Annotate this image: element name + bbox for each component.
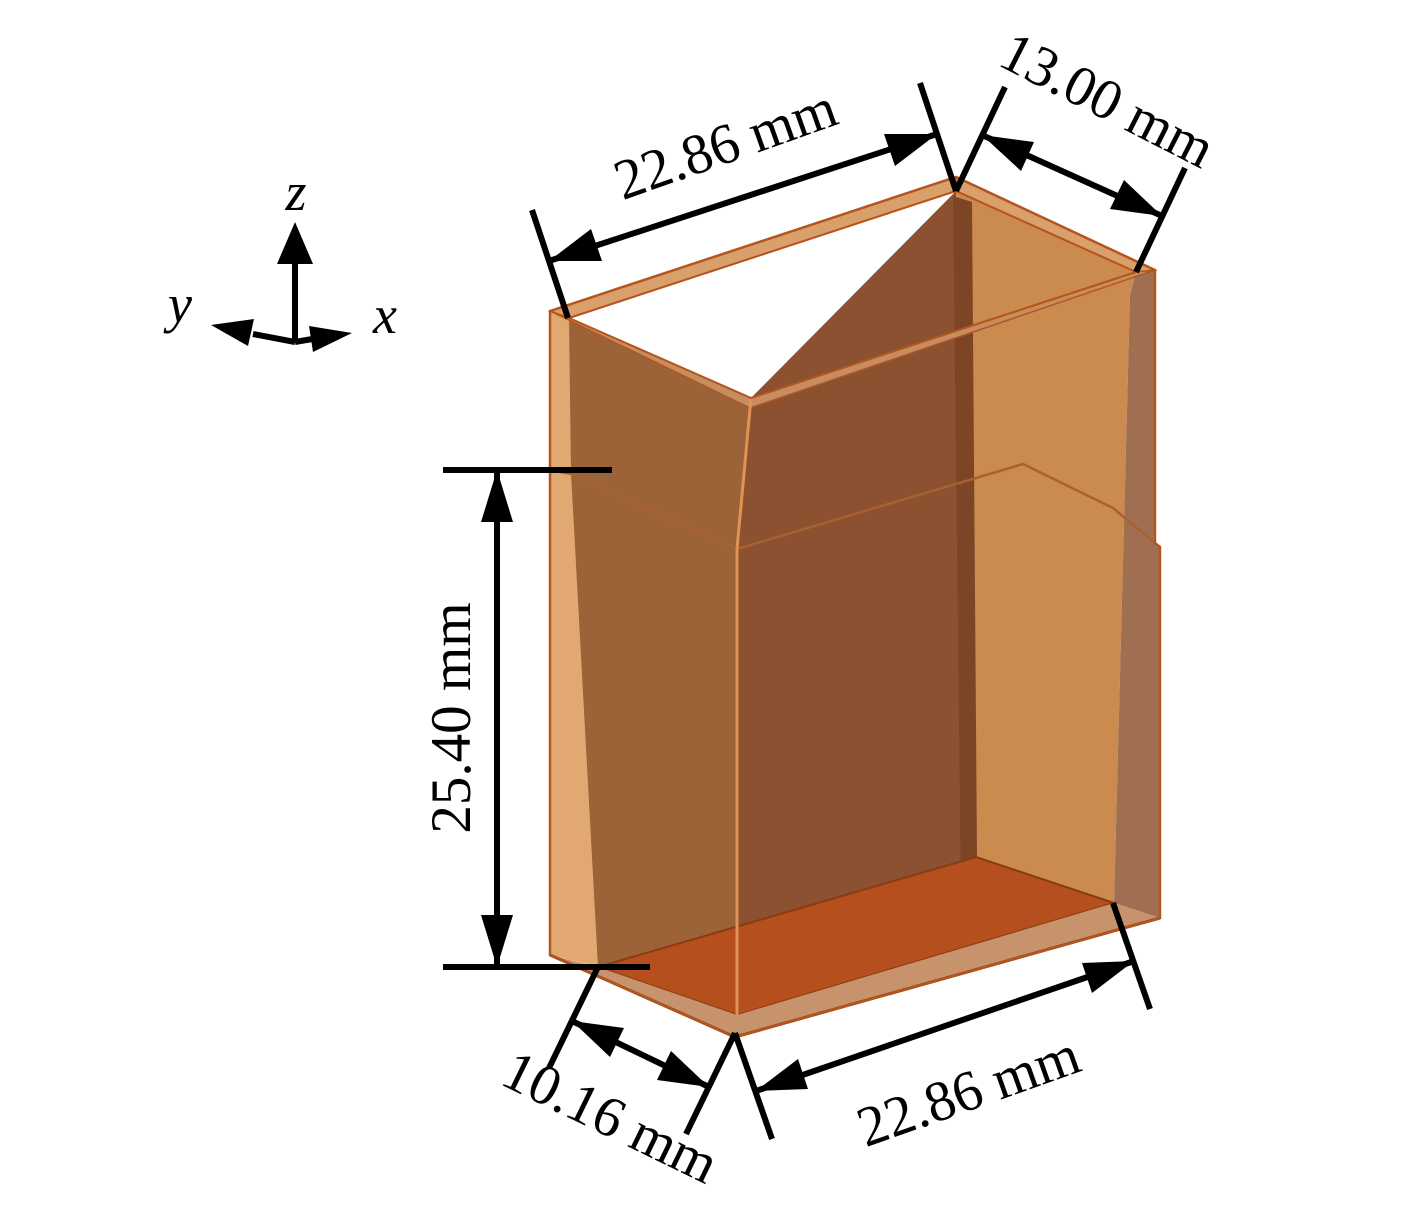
y-axis-label: y [163, 274, 192, 334]
dim-label-top-width: 22.86 mm [606, 76, 845, 213]
arrowhead-bottom-icon [481, 915, 513, 967]
inner-front-corner-edge [735, 397, 753, 1015]
bottom-face-band [550, 903, 1160, 1037]
taper-junction-crease [549, 462, 1156, 551]
arrowhead-right-icon [884, 134, 937, 166]
y-axis-arrow-icon [211, 319, 254, 346]
extension-lines [443, 467, 650, 970]
arrowhead-left-icon [982, 135, 1034, 171]
extension-lines [529, 82, 959, 319]
y-axis-line [252, 331, 296, 345]
inner-right-wall-face [956, 191, 1136, 947]
arrowhead-left-icon [549, 229, 602, 261]
axes-triad: z x y [163, 162, 397, 352]
extension-lines [546, 965, 738, 1136]
dim-label-height: 25.40 mm [420, 602, 483, 833]
outer-left-wall-face [550, 311, 600, 967]
dimension-line [755, 958, 1135, 1094]
front-left-wall-face [569, 318, 751, 1015]
z-axis-arrow-icon [277, 222, 313, 264]
arrowhead-right-icon [1082, 961, 1134, 993]
dimension-height: 25.40 mm [420, 467, 650, 970]
x-axis-arrow-icon [309, 326, 352, 352]
arrowhead-right-icon [1110, 180, 1162, 216]
extension-lines [732, 902, 1153, 1140]
arrowhead-left-icon [756, 1059, 808, 1091]
dimension-line [548, 131, 938, 264]
z-axis-label: z [284, 162, 306, 222]
waveguide-body [547, 175, 1162, 1039]
arrowhead-left-icon [572, 1021, 624, 1057]
outer-silhouette-outline [548, 175, 1162, 1039]
extension-lines [953, 85, 1188, 274]
outer-right-wall-face [1114, 270, 1160, 918]
front-right-wall-face [737, 191, 962, 1015]
inner-back-corner-shadow [953, 196, 977, 895]
arrowhead-top-icon [481, 470, 513, 522]
arrowhead-right-icon [657, 1051, 709, 1087]
x-axis-label: x [372, 285, 397, 345]
